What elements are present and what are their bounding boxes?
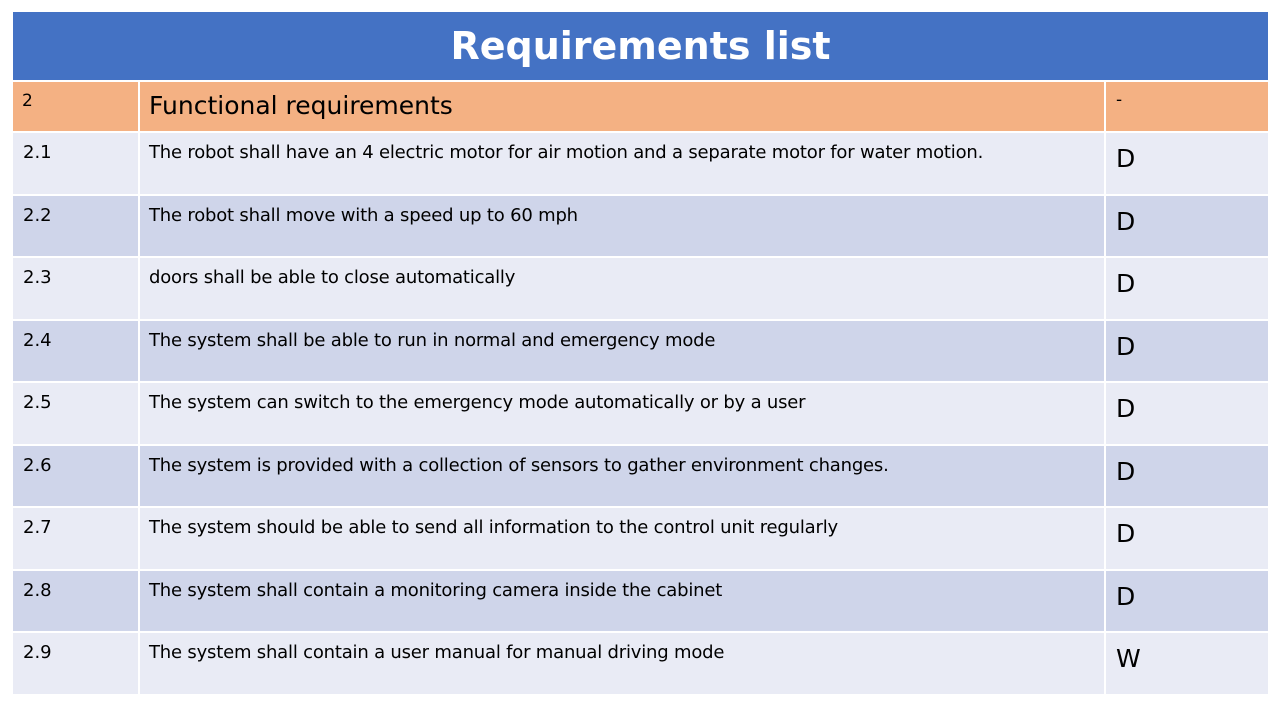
requirement-priority: D: [1105, 382, 1268, 446]
requirement-priority: D: [1105, 132, 1268, 196]
requirement-priority: W: [1105, 632, 1268, 696]
requirement-priority: D: [1105, 444, 1268, 508]
requirement-text: The system is provided with a collection…: [139, 444, 1106, 508]
section-priority: -: [1105, 82, 1268, 133]
requirement-id: 2.9: [13, 632, 140, 696]
requirement-id: 2.2: [13, 194, 140, 258]
requirement-text: The system can switch to the emergency m…: [139, 382, 1106, 446]
table-row: 2.2 The robot shall move with a speed up…: [13, 194, 1268, 258]
requirement-text: The system should be able to send all in…: [139, 507, 1106, 571]
requirement-priority: D: [1105, 319, 1268, 383]
requirement-priority: D: [1105, 194, 1268, 258]
requirement-priority: D: [1105, 569, 1268, 633]
requirement-text: The system shall contain a monitoring ca…: [139, 569, 1106, 633]
title-bar: Requirements list: [13, 12, 1268, 80]
requirement-priority: D: [1105, 507, 1268, 571]
requirement-id: 2.4: [13, 319, 140, 383]
table-row: 2.7 The system should be able to send al…: [13, 507, 1268, 571]
requirement-id: 2.7: [13, 507, 140, 571]
requirement-id: 2.5: [13, 382, 140, 446]
requirement-text: doors shall be able to close automatical…: [139, 257, 1106, 321]
table-row: 2.6 The system is provided with a collec…: [13, 444, 1268, 508]
table-row: 2.5 The system can switch to the emergen…: [13, 382, 1268, 446]
requirement-text: The robot shall have an 4 electric motor…: [139, 132, 1106, 196]
section-title: Functional requirements: [139, 82, 1106, 133]
requirement-id: 2.3: [13, 257, 140, 321]
requirements-table: 2 Functional requirements - 2.1 The robo…: [13, 82, 1268, 696]
requirement-id: 2.8: [13, 569, 140, 633]
section-id: 2: [13, 82, 140, 133]
requirement-text: The system shall contain a user manual f…: [139, 632, 1106, 696]
page-title: Requirements list: [450, 24, 831, 68]
requirement-text: The robot shall move with a speed up to …: [139, 194, 1106, 258]
requirement-priority: D: [1105, 257, 1268, 321]
table-row: 2.9 The system shall contain a user manu…: [13, 632, 1268, 696]
requirement-text: The system shall be able to run in norma…: [139, 319, 1106, 383]
table-row: 2.3 doors shall be able to close automat…: [13, 257, 1268, 321]
requirement-id: 2.6: [13, 444, 140, 508]
requirement-id: 2.1: [13, 132, 140, 196]
table-row: 2.8 The system shall contain a monitorin…: [13, 569, 1268, 633]
table-row: 2.1 The robot shall have an 4 electric m…: [13, 132, 1268, 196]
table-row: 2.4 The system shall be able to run in n…: [13, 319, 1268, 383]
section-header-row: 2 Functional requirements -: [13, 82, 1268, 133]
